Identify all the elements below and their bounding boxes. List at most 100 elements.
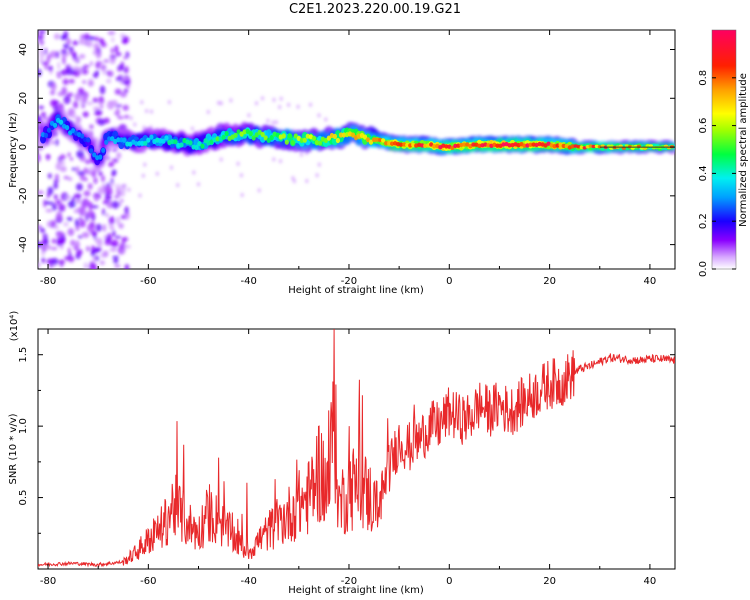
spectrogram-noise-blob (111, 101, 118, 107)
x-tick-label: 40 (644, 576, 657, 587)
spectrogram-ridge-cell (116, 137, 121, 143)
spectrogram-noise-blob (62, 78, 69, 85)
spectrogram-noise-blob (93, 248, 101, 253)
spectrogram-noise-blob (247, 113, 251, 118)
spectrogram-noise-blob (46, 258, 55, 265)
spectrogram-ridge-cell (528, 142, 533, 147)
spectrogram-noise-blob (74, 208, 80, 213)
y-tick-label: 20 (18, 92, 29, 105)
spectrogram-image (38, 30, 675, 269)
spectrogram-noise-blob (85, 245, 90, 252)
spectrogram-noise-blob (279, 159, 282, 164)
colorbar: 0.0 0.2 0.4 0.6 0.8 Normalized spectral ampl… (698, 29, 749, 277)
spectrogram-noise-blob (79, 219, 86, 228)
colorbar-label: Normalized spectral amplitude (738, 73, 749, 227)
spectrogram-noise-blob (324, 117, 328, 122)
spectrogram-ridge-cell (384, 141, 389, 146)
spectrogram-noise-blob (98, 96, 104, 103)
spectrogram-noise-blob (100, 175, 106, 183)
spectrogram-noise-blob (49, 50, 58, 59)
spectrogram-ridge-cell (453, 143, 458, 149)
colorbar-tick-label: 0.6 (698, 118, 709, 134)
spectrogram-noise-blob (38, 190, 45, 195)
spectrogram-ridge-cell (104, 139, 109, 145)
spectrogram-noise-blob (65, 64, 70, 72)
spectrogram-noise-blob (59, 238, 64, 246)
spectrogram-noise-blob (100, 42, 107, 48)
x-tick-label: 0 (446, 276, 452, 287)
spectrogram-noise-blob (46, 192, 51, 199)
spectrogram-noise-blob (44, 244, 52, 250)
spectrogram-ridge-cell (350, 132, 356, 138)
spectrogram-noise-blob (82, 80, 87, 84)
spectrogram-noise-blob (102, 250, 109, 258)
spectrogram-noise-blob (190, 126, 194, 131)
spectrogram-noise-blob (94, 36, 100, 42)
spectrogram-ridge-cell (86, 137, 91, 143)
spectrogram-noise-blob (240, 193, 244, 197)
spectrogram-ridge-cell (137, 140, 142, 146)
spectrogram-noise-blob (73, 68, 81, 77)
y-tick-label: -20 (18, 188, 29, 204)
spectrogram-ridge-cell (507, 143, 512, 148)
spectrogram-noise-blob (274, 120, 278, 125)
spectrogram-ridge-cell (125, 141, 130, 147)
spectrogram-noise-blob (67, 255, 75, 263)
spectrogram-ridge-cell (146, 137, 151, 143)
spectrogram-noise-blob (50, 246, 58, 251)
spectrogram-noise-blob (126, 84, 131, 89)
spectrogram-noise-blob (117, 116, 124, 120)
spectrogram-ridge-cell (80, 133, 85, 139)
spectrogram-noise-blob (61, 86, 68, 96)
spectrogram-noise-blob (170, 165, 173, 170)
spectrogram-noise-blob (92, 256, 97, 262)
spectrogram-noise-blob (140, 100, 144, 105)
spectrogram-noise-blob (106, 103, 112, 109)
spectrogram-noise-blob (83, 190, 91, 197)
spectrogram-noise-blob (89, 81, 94, 86)
spectrogram-ridge-cell (194, 145, 199, 151)
spectrogram-noise-blob (110, 36, 115, 43)
spectrogram-noise-blob (206, 110, 210, 114)
spectrogram-noise-blob (115, 187, 119, 196)
spectrogram-noise-blob (79, 66, 84, 72)
spectrogram-noise-blob (115, 76, 123, 82)
spectrogram-noise-blob (89, 36, 96, 41)
spectrogram-ridge-cell (570, 144, 575, 149)
spectrogram-ridge-cell (260, 131, 265, 138)
spectrogram-noise-blob (38, 154, 42, 163)
spectrogram-noise-blob (46, 220, 51, 228)
spectrogram-noise-blob (123, 244, 131, 249)
spectrogram-ridge-cell (591, 144, 596, 149)
spectrogram-noise-blob (219, 101, 223, 106)
spectrogram-noise-blob (58, 259, 65, 266)
spectrogram-noise-blob (143, 162, 147, 167)
spectrogram-noise-blob (67, 152, 71, 158)
spectrogram-noise-blob (57, 160, 66, 167)
spectrogram-noise-blob (90, 230, 97, 236)
spectrogram-noise-blob (115, 108, 121, 117)
spectrogram-ridge-cell (254, 132, 259, 138)
spectrogram-noise-blob (124, 65, 129, 74)
spectrogram-noise-blob (81, 68, 89, 75)
spectrogram-noise-blob (70, 114, 78, 119)
spectrogram-ridge-cell (140, 140, 145, 146)
spectrogram-ridge-cell (110, 136, 115, 142)
spectrogram-noise-blob (76, 248, 83, 256)
spectrogram-noise-blob (176, 183, 180, 188)
spectrogram-noise-blob (38, 225, 42, 229)
spectrogram-ridge-cell (173, 139, 178, 145)
spectrogram-noise-blob (116, 152, 122, 159)
spectrogram-noise-blob (53, 179, 60, 183)
spectrogram-ridge-cell (59, 119, 64, 125)
spectrogram-ridge-cell (236, 129, 241, 135)
spectrogram-noise-blob (53, 194, 58, 200)
spectrogram-noise-blob (63, 222, 69, 227)
spectrogram-ridge-cell (179, 142, 184, 148)
spectrogram-noise-blob (112, 230, 116, 237)
spectrogram-noise-blob (117, 67, 121, 72)
spectrogram-noise-blob (53, 181, 59, 190)
x-tick-label: -20 (341, 576, 357, 587)
spectrogram-ridge-cell (92, 152, 97, 158)
spectrogram-noise-blob (112, 255, 119, 259)
